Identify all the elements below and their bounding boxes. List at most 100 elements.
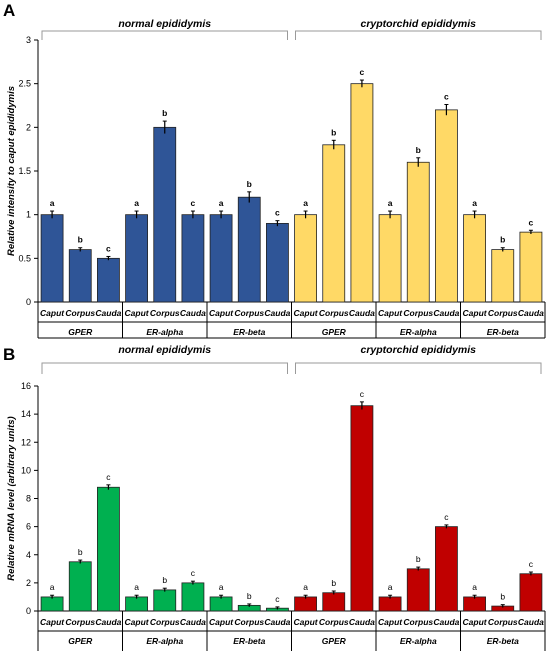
x-category-label: Corpus: [488, 308, 518, 318]
y-tick-label: 8: [26, 494, 31, 504]
x-category-label: Corpus: [234, 308, 264, 318]
receptor-label: ER-beta: [487, 327, 519, 337]
group-title: normal epididymis: [118, 18, 211, 30]
receptor-label: ER-alpha: [400, 636, 437, 646]
significance-letter: a: [388, 198, 393, 208]
significance-letter: a: [50, 582, 55, 592]
bar: [406, 568, 430, 612]
x-category-label: Corpus: [65, 308, 95, 318]
y-tick-label: 2.5: [18, 79, 31, 89]
bar: [40, 214, 64, 303]
receptor-label: ER-alpha: [400, 327, 437, 337]
x-category-label: Cauda: [433, 617, 459, 627]
x-category-label: Corpus: [403, 617, 433, 627]
bar: [463, 596, 486, 612]
receptor-label: ER-beta: [487, 636, 519, 646]
x-category-label: Cauda: [180, 617, 206, 627]
x-category-label: Caput: [294, 617, 319, 627]
y-axis-label: Relative intensity to caput epididymis: [6, 86, 17, 256]
bar: [350, 83, 374, 303]
significance-letter: a: [219, 582, 224, 592]
x-category-label: Cauda: [180, 308, 206, 318]
significance-letter: a: [303, 198, 308, 208]
significance-letter: c: [275, 208, 280, 218]
x-category-label: Cauda: [95, 617, 121, 627]
receptor-label: GPER: [322, 636, 347, 646]
x-category-label: Cauda: [264, 308, 290, 318]
bar: [519, 573, 543, 612]
bar: [40, 596, 64, 612]
significance-letter: c: [106, 472, 111, 482]
bar: [294, 214, 317, 303]
bar: [209, 596, 233, 612]
x-category-label: Cauda: [95, 308, 121, 318]
x-category-label: Cauda: [433, 308, 459, 318]
group-title: cryptorchid epididymis: [360, 344, 476, 356]
bar: [378, 214, 402, 303]
y-tick-label: 3: [26, 35, 31, 45]
significance-letter: b: [78, 235, 83, 245]
x-category-label: Caput: [378, 308, 403, 318]
bar: [68, 561, 92, 612]
x-category-label: Caput: [209, 617, 234, 627]
significance-letter: a: [50, 198, 55, 208]
significance-letter: a: [472, 198, 477, 208]
x-category-label: Corpus: [319, 308, 349, 318]
significance-letter: c: [191, 568, 196, 578]
significance-letter: b: [247, 179, 252, 189]
group-bracket: [41, 30, 288, 40]
significance-letter: b: [78, 547, 83, 557]
bar: [266, 222, 289, 303]
bar: [350, 405, 374, 612]
significance-letter: c: [191, 198, 196, 208]
significance-letter: a: [134, 198, 139, 208]
x-category-label: Caput: [125, 308, 150, 318]
significance-letter: b: [162, 575, 167, 585]
significance-letter: b: [416, 554, 421, 564]
x-category-label: Caput: [463, 308, 488, 318]
y-tick-label: 12: [21, 437, 31, 447]
significance-letter: c: [360, 389, 365, 399]
x-category-label: Cauda: [518, 308, 544, 318]
bar: [378, 596, 402, 612]
significance-letter: c: [444, 512, 449, 522]
receptor-label: ER-beta: [233, 636, 265, 646]
x-category-label: Corpus: [319, 617, 349, 627]
x-category-label: Caput: [40, 308, 65, 318]
x-category-label: Cauda: [518, 617, 544, 627]
y-tick-label: 0: [26, 297, 31, 307]
bar: [68, 249, 92, 303]
bar: [209, 214, 233, 303]
bar: [153, 126, 177, 303]
panel-letter: B: [3, 345, 15, 364]
group-bracket: [41, 362, 288, 374]
significance-letter: b: [416, 145, 421, 155]
group-title: normal epididymis: [118, 344, 211, 356]
y-axis-label: Relative mRNA level (arbitrary units): [6, 416, 17, 580]
bar: [125, 214, 148, 303]
chart-panel-b: B Relative mRNA level (arbitrary units) 0 2…: [3, 344, 546, 651]
receptor-label: GPER: [68, 327, 93, 337]
significance-letter: b: [247, 591, 252, 601]
bar: [435, 526, 458, 612]
x-category-label: Corpus: [488, 617, 518, 627]
significance-letter: b: [162, 108, 167, 118]
x-category-label: Caput: [463, 617, 488, 627]
bar: [97, 257, 120, 303]
y-tick-label: 16: [21, 381, 31, 391]
receptor-label: ER-alpha: [146, 636, 183, 646]
group-bracket: [295, 362, 542, 374]
x-category-label: Cauda: [264, 617, 290, 627]
x-category-label: Caput: [125, 617, 150, 627]
y-tick-label: 2: [26, 578, 31, 588]
bar: [406, 161, 430, 303]
x-category-label: Corpus: [65, 617, 95, 627]
y-tick-label: 0.5: [18, 253, 31, 263]
bar: [322, 592, 346, 612]
receptor-label: GPER: [322, 327, 347, 337]
significance-letter: a: [134, 582, 139, 592]
x-category-label: Corpus: [150, 308, 180, 318]
group-title: cryptorchid epididymis: [360, 18, 476, 30]
